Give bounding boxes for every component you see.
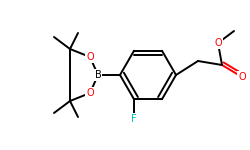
Text: F: F bbox=[131, 114, 137, 124]
Text: B: B bbox=[94, 70, 102, 80]
Text: O: O bbox=[86, 88, 94, 98]
Text: O: O bbox=[214, 38, 222, 48]
Text: O: O bbox=[238, 72, 246, 82]
Text: O: O bbox=[86, 52, 94, 62]
